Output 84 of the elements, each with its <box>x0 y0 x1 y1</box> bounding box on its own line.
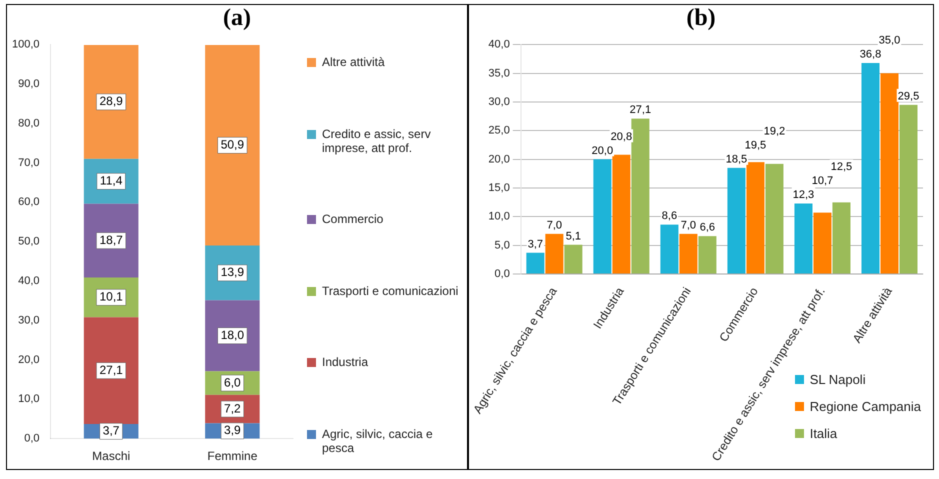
data-label: 11,4 <box>100 174 123 188</box>
y-tick-label: 25,0 <box>488 124 510 137</box>
y-tick-label: 60,0 <box>18 196 40 208</box>
data-label: 18,5 <box>726 153 748 166</box>
y-tick-label: 100,0 <box>12 38 40 51</box>
chart-title: (a) <box>222 5 252 32</box>
data-label: 10,1 <box>99 290 124 304</box>
data-label: 10,7 <box>812 174 834 187</box>
bar <box>861 62 880 274</box>
data-label: 7,2 <box>224 401 242 416</box>
data-label: 19,5 <box>744 139 766 152</box>
legend-label: Regione Campania <box>810 399 921 414</box>
bar <box>832 202 850 274</box>
legend-label: Credito e assic, serv imprese, att prof. <box>322 126 432 155</box>
bar <box>746 162 764 274</box>
data-label: 28,9 <box>99 94 124 108</box>
bar <box>727 168 746 274</box>
legend-label: Commercio <box>322 212 384 226</box>
chart-title: (b) <box>685 5 717 32</box>
bar <box>679 234 698 274</box>
y-tick-label: 30,0 <box>488 96 510 108</box>
y-tick-label: 10,0 <box>488 210 510 223</box>
bar <box>593 159 612 274</box>
data-label: 8,6 <box>662 210 678 222</box>
data-label: 35,0 <box>878 34 900 46</box>
y-tick-label: 80,0 <box>18 117 40 130</box>
data-label: 6,6 <box>700 222 716 234</box>
data-label: 18,7 <box>99 232 124 247</box>
bar <box>880 73 899 274</box>
legend-label: Industria <box>322 355 368 370</box>
x-tick-label: Femmine <box>207 449 258 464</box>
y-tick-label: 15,0 <box>488 182 510 194</box>
bar <box>631 118 650 274</box>
y-tick-label: 90,0 <box>18 78 40 90</box>
bar <box>564 244 582 274</box>
bar <box>612 154 630 274</box>
bar <box>84 317 138 424</box>
data-label: 18,0 <box>220 328 244 342</box>
data-label: 27,1 <box>99 362 124 377</box>
legend-label: SL Napoli <box>810 372 866 387</box>
y-tick-label: 40,0 <box>488 38 510 51</box>
legend-label: Italia <box>810 426 838 441</box>
legend-label: Altre attività <box>322 55 385 69</box>
data-label: 27,1 <box>630 104 652 116</box>
bar <box>813 212 832 274</box>
data-label: 13,9 <box>220 265 244 280</box>
y-tick-label: 0,0 <box>24 432 40 445</box>
data-label: 12,3 <box>792 188 814 201</box>
data-label: 7,0 <box>680 219 696 232</box>
y-tick-label: 0,0 <box>494 268 510 280</box>
bar <box>545 234 564 274</box>
data-label: 29,5 <box>898 90 920 102</box>
bar <box>794 203 812 274</box>
y-tick-label: 40,0 <box>18 275 40 288</box>
bar <box>84 44 138 159</box>
data-label: 50,9 <box>220 138 244 152</box>
data-label: 36,8 <box>860 48 882 60</box>
bar <box>660 224 678 274</box>
data-label: 3,9 <box>224 423 242 438</box>
data-label: 5,1 <box>566 230 581 242</box>
data-label: 6,0 <box>224 375 242 390</box>
bar <box>205 300 260 372</box>
y-tick-label: 20,0 <box>18 354 40 366</box>
y-tick-label: 70,0 <box>18 156 40 169</box>
y-tick-label: 10,0 <box>18 393 40 406</box>
y-tick-label: 5,0 <box>494 239 510 252</box>
bar <box>84 204 138 278</box>
bar <box>698 236 716 274</box>
bar <box>526 252 544 274</box>
bar <box>205 44 260 246</box>
x-tick-label: Maschi <box>92 449 130 464</box>
y-tick-label: 20,0 <box>488 153 510 166</box>
bar <box>899 104 918 274</box>
data-label: 19,2 <box>764 125 786 138</box>
y-tick-label: 30,0 <box>18 314 40 326</box>
y-tick-label: 35,0 <box>488 67 510 80</box>
data-label: 12,5 <box>830 160 852 173</box>
y-tick-label: 50,0 <box>18 236 40 248</box>
data-label: 7,0 <box>546 219 562 232</box>
data-label: 20,0 <box>592 144 614 157</box>
data-label: 20,8 <box>610 130 632 143</box>
data-label: 3,7 <box>528 238 544 250</box>
bar <box>765 164 784 274</box>
data-label: 3,7 <box>102 424 120 438</box>
